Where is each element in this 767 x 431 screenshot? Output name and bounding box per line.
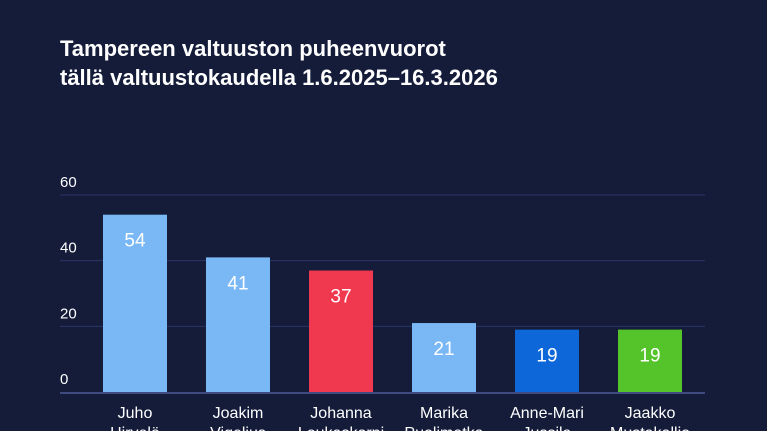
category-label-1-1: Vigelius	[210, 425, 266, 431]
bar-4	[515, 329, 579, 392]
category-label-0-1: Hirvelä	[110, 425, 160, 431]
bar-2	[309, 270, 373, 392]
chart-title-line-2: tällä valtuustokaudella 1.6.2025–16.3.20…	[60, 65, 498, 90]
bar-5	[618, 329, 682, 392]
category-label-1-0: Joakim	[213, 405, 264, 422]
bar-value-label-4: 19	[536, 346, 557, 367]
y-tick-label-60: 60	[60, 174, 77, 191]
category-label-0-0: Juho	[118, 405, 153, 422]
category-label-3-0: Marika	[420, 405, 468, 422]
bar-value-label-0: 54	[124, 231, 146, 252]
category-label-5-0: Jaakko	[625, 405, 676, 422]
bar-value-label-5: 19	[639, 346, 660, 367]
category-label-2-0: Johanna	[310, 405, 371, 422]
bar-value-label-2: 37	[330, 287, 351, 308]
bar-1	[206, 257, 270, 392]
bar-3	[412, 323, 476, 392]
category-label-3-1: Puolimatka	[404, 425, 483, 431]
category-label-4-1: Jussila	[523, 425, 572, 431]
chart-title: Tampereen valtuuston puheenvuorot tällä …	[60, 34, 498, 92]
chart-title-line-1: Tampereen valtuuston puheenvuorot	[60, 36, 446, 61]
y-tick-label-20: 20	[60, 305, 77, 322]
bar-value-label-1: 41	[227, 273, 248, 294]
y-tick-label-40: 40	[60, 240, 77, 257]
bar-0	[103, 214, 167, 392]
bar-value-label-3: 21	[433, 339, 454, 360]
y-tick-label-0: 0	[60, 371, 68, 388]
category-label-2-1: Loukaskorpi	[298, 425, 384, 431]
category-label-4-0: Anne-Mari	[510, 405, 584, 422]
category-label-5-1: Mustakallio	[610, 425, 690, 431]
